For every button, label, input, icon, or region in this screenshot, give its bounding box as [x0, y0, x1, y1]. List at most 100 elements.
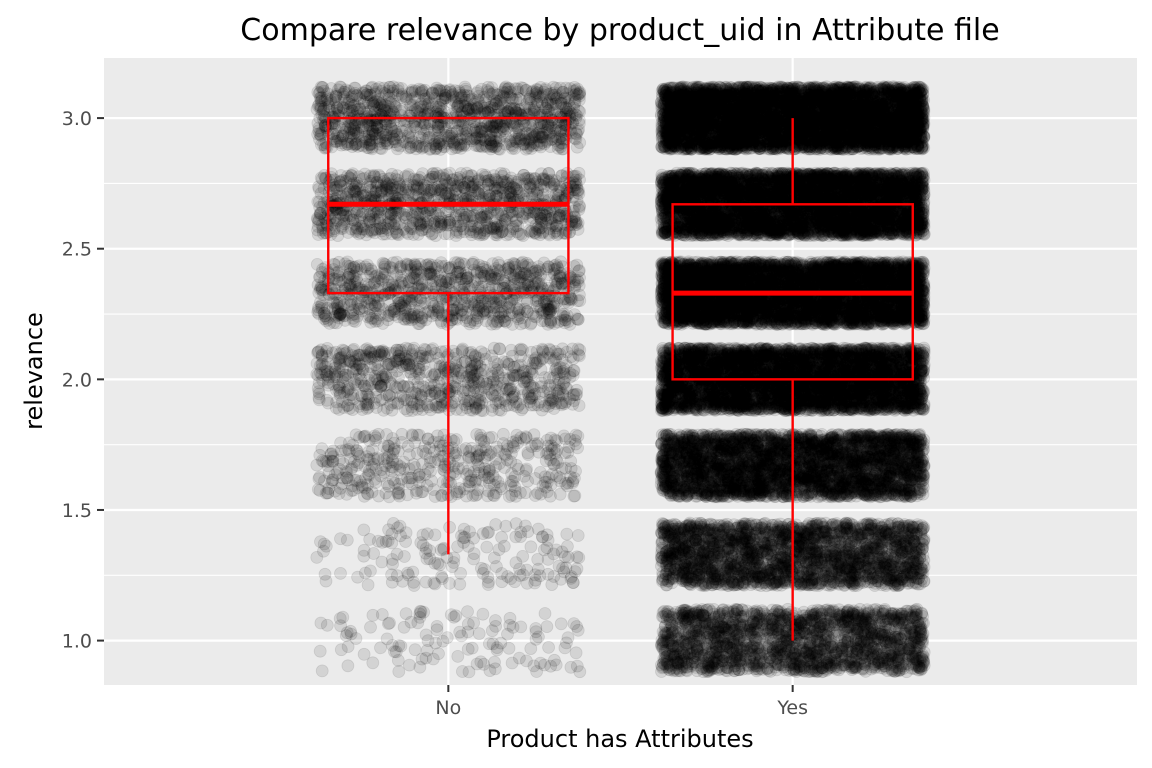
- data-point: [484, 103, 498, 117]
- data-point: [513, 651, 526, 665]
- data-point: [352, 456, 366, 470]
- data-point: [333, 306, 346, 320]
- data-point: [389, 645, 403, 659]
- data-point: [513, 562, 526, 576]
- data-point: [469, 400, 483, 414]
- data-point: [495, 363, 509, 377]
- data-point: [548, 653, 561, 667]
- data-point: [402, 313, 415, 326]
- data-point: [353, 226, 367, 240]
- data-point: [435, 570, 449, 583]
- data-point: [558, 550, 572, 563]
- data-point: [360, 342, 374, 356]
- data-point: [481, 267, 495, 281]
- data-point: [336, 610, 350, 624]
- data-point: [400, 353, 414, 367]
- data-point: [524, 540, 538, 554]
- data-point: [451, 363, 464, 377]
- data-point: [461, 625, 475, 639]
- data-point: [507, 270, 520, 283]
- data-point: [479, 190, 493, 204]
- data-point: [428, 556, 442, 570]
- data-point: [529, 632, 543, 646]
- data-point: [334, 567, 347, 580]
- data-point: [567, 617, 581, 630]
- data-point: [411, 616, 425, 630]
- jitter-points: [310, 80, 931, 679]
- data-point: [567, 364, 580, 378]
- data-point: [538, 371, 552, 384]
- data-point: [432, 137, 446, 151]
- data-point: [350, 309, 364, 323]
- data-point: [366, 656, 380, 670]
- data-point: [416, 444, 430, 458]
- data-point: [312, 393, 326, 407]
- data-point: [443, 520, 457, 534]
- data-point: [485, 403, 499, 417]
- data-point: [442, 215, 456, 229]
- data-point: [346, 483, 360, 497]
- data-point: [540, 95, 554, 109]
- data-point: [532, 630, 545, 644]
- data-point: [312, 213, 326, 227]
- data-point: [321, 87, 334, 101]
- data-point: [566, 576, 580, 589]
- data-point: [465, 219, 479, 233]
- data-point: [520, 576, 534, 590]
- data-point: [503, 611, 517, 625]
- data-point: [339, 629, 353, 642]
- data-point: [571, 623, 585, 637]
- data-point: [324, 181, 338, 195]
- data-point: [541, 567, 555, 581]
- data-point: [375, 608, 389, 621]
- data-point: [428, 110, 442, 123]
- data-point: [388, 645, 401, 658]
- data-point: [444, 608, 458, 622]
- data-point: [414, 97, 428, 111]
- data-point: [540, 620, 554, 633]
- data-point: [388, 346, 402, 360]
- data-point: [370, 373, 384, 387]
- data-point: [390, 547, 404, 561]
- data-point: [349, 632, 363, 645]
- data-point: [349, 428, 363, 442]
- data-point: [481, 571, 495, 584]
- data-point: [413, 604, 427, 618]
- data-point: [542, 641, 555, 654]
- data-point: [531, 486, 545, 500]
- data-point: [569, 169, 583, 183]
- data-point: [474, 428, 487, 442]
- data-point: [370, 95, 384, 109]
- data-point: [535, 167, 548, 181]
- data-point: [488, 662, 502, 676]
- data-point: [334, 80, 348, 94]
- data-point: [571, 529, 585, 542]
- data-point: [471, 139, 485, 153]
- data-point: [509, 434, 523, 448]
- data-point: [545, 578, 559, 591]
- data-point: [527, 659, 541, 673]
- data-point: [490, 641, 504, 654]
- data-point: [500, 228, 513, 242]
- data-point: [368, 127, 382, 141]
- data-point: [442, 276, 456, 290]
- data-point: [311, 127, 325, 141]
- data-point: [544, 659, 558, 673]
- data-point: [335, 395, 349, 409]
- data-point: [413, 611, 427, 624]
- grid-minor: [104, 182, 1137, 576]
- data-point: [363, 564, 377, 578]
- data-point: [415, 131, 429, 145]
- data-point: [432, 647, 445, 660]
- data-point: [408, 643, 422, 657]
- data-point: [364, 174, 378, 188]
- data-point: [492, 543, 506, 556]
- data-point: [320, 618, 334, 632]
- data-point: [526, 368, 540, 382]
- data-point: [571, 275, 585, 289]
- data-point: [489, 620, 503, 633]
- data-point: [536, 342, 549, 356]
- data-point: [531, 522, 545, 536]
- data-point: [318, 567, 332, 581]
- data-point: [374, 641, 387, 655]
